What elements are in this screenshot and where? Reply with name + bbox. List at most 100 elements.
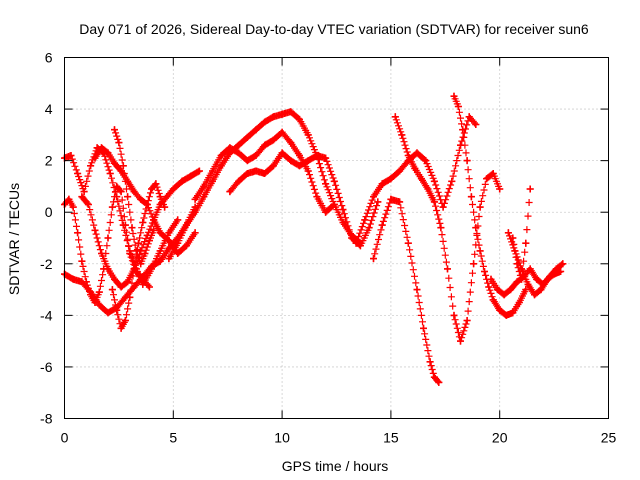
- data-point: [84, 201, 92, 208]
- data-point: [313, 152, 321, 159]
- data-point: [304, 167, 312, 175]
- data-point: [87, 162, 95, 170]
- chart-title: Day 071 of 2026, Sidereal Day-to-day VTE…: [79, 21, 589, 37]
- data-point: [163, 193, 171, 201]
- data-point: [489, 296, 497, 304]
- series-layer: satellite track 1satellite track 2satell…: [61, 92, 567, 386]
- data-point: [450, 92, 458, 100]
- data-point: [121, 317, 129, 324]
- y-axis-title: SDTVAR / TECUs: [6, 183, 22, 295]
- data-point: [287, 157, 295, 165]
- data-point: [500, 291, 508, 299]
- series-track-16: satellite track 16: [504, 229, 565, 299]
- data-point: [417, 175, 425, 183]
- data-point: [424, 185, 432, 193]
- data-point: [74, 229, 82, 237]
- data-point: [472, 224, 480, 232]
- data-point: [339, 206, 347, 214]
- data-point: [182, 221, 190, 229]
- data-point: [352, 239, 360, 247]
- data-point: [487, 275, 495, 283]
- data-point: [430, 373, 438, 381]
- y-tick-label: 6: [45, 50, 53, 66]
- data-point: [526, 185, 534, 193]
- data-point: [104, 234, 112, 242]
- data-point: [182, 242, 190, 250]
- y-tick-label: 2: [45, 153, 53, 169]
- y-tick-label: -8: [40, 411, 53, 427]
- data-point: [524, 280, 532, 288]
- data-point: [174, 216, 182, 224]
- data-point: [413, 149, 421, 157]
- data-point: [518, 275, 525, 283]
- data-point: [404, 152, 412, 159]
- data-point: [396, 198, 404, 206]
- data-point: [437, 224, 445, 232]
- data-point: [550, 270, 558, 278]
- data-point: [191, 208, 199, 216]
- data-point: [269, 113, 277, 121]
- data-point: [533, 275, 541, 283]
- data-point: [269, 162, 277, 170]
- data-point: [396, 167, 404, 175]
- data-point: [117, 188, 125, 196]
- data-point: [439, 203, 447, 211]
- data-point: [526, 265, 534, 273]
- data-point: [313, 193, 321, 201]
- data-point: [339, 219, 347, 226]
- data-point: [169, 185, 177, 193]
- series-track-6: satellite track 6: [111, 126, 158, 268]
- data-point: [252, 167, 260, 175]
- data-point: [296, 115, 303, 123]
- data-point: [113, 182, 121, 190]
- data-point: [278, 128, 286, 136]
- data-point: [209, 177, 216, 185]
- data-point: [370, 193, 377, 201]
- data-point: [200, 193, 208, 201]
- data-point: [467, 193, 475, 201]
- data-point: [108, 286, 116, 294]
- data-point: [98, 144, 105, 152]
- data-point: [485, 283, 493, 291]
- data-point: [465, 113, 473, 121]
- data-point: [145, 283, 153, 291]
- data-point: [391, 113, 399, 121]
- data-point: [398, 131, 406, 139]
- data-point: [304, 157, 312, 165]
- data-point: [117, 324, 125, 332]
- data-point: [413, 286, 421, 294]
- data-point: [235, 149, 243, 157]
- x-tick-label: 20: [492, 430, 508, 446]
- data-point: [387, 175, 395, 183]
- data-point: [370, 255, 377, 263]
- x-axis-title: GPS time / hours: [282, 458, 389, 474]
- data-point: [191, 229, 199, 237]
- data-point: [481, 268, 488, 275]
- data-point: [82, 278, 90, 286]
- data-point: [322, 180, 330, 188]
- data-point: [124, 193, 132, 201]
- data-point: [115, 139, 123, 147]
- data-point: [422, 157, 430, 165]
- data-point: [515, 299, 523, 306]
- x-tick-label: 0: [61, 430, 69, 446]
- data-point: [111, 159, 118, 167]
- data-point: [121, 221, 129, 229]
- data-point: [69, 275, 77, 283]
- data-point: [235, 141, 243, 149]
- series-markers: [352, 113, 480, 247]
- data-point: [148, 185, 155, 193]
- data-point: [156, 193, 164, 201]
- data-point: [252, 152, 260, 159]
- data-point: [411, 164, 419, 172]
- x-tick-label: 25: [601, 430, 617, 446]
- data-point: [174, 250, 182, 257]
- data-point: [108, 203, 116, 211]
- series-track-12: satellite track 12: [370, 195, 443, 386]
- data-point: [80, 188, 88, 196]
- data-point: [404, 239, 412, 247]
- data-point: [156, 257, 164, 265]
- data-point: [243, 133, 251, 141]
- data-point: [67, 152, 75, 159]
- data-point: [261, 141, 269, 149]
